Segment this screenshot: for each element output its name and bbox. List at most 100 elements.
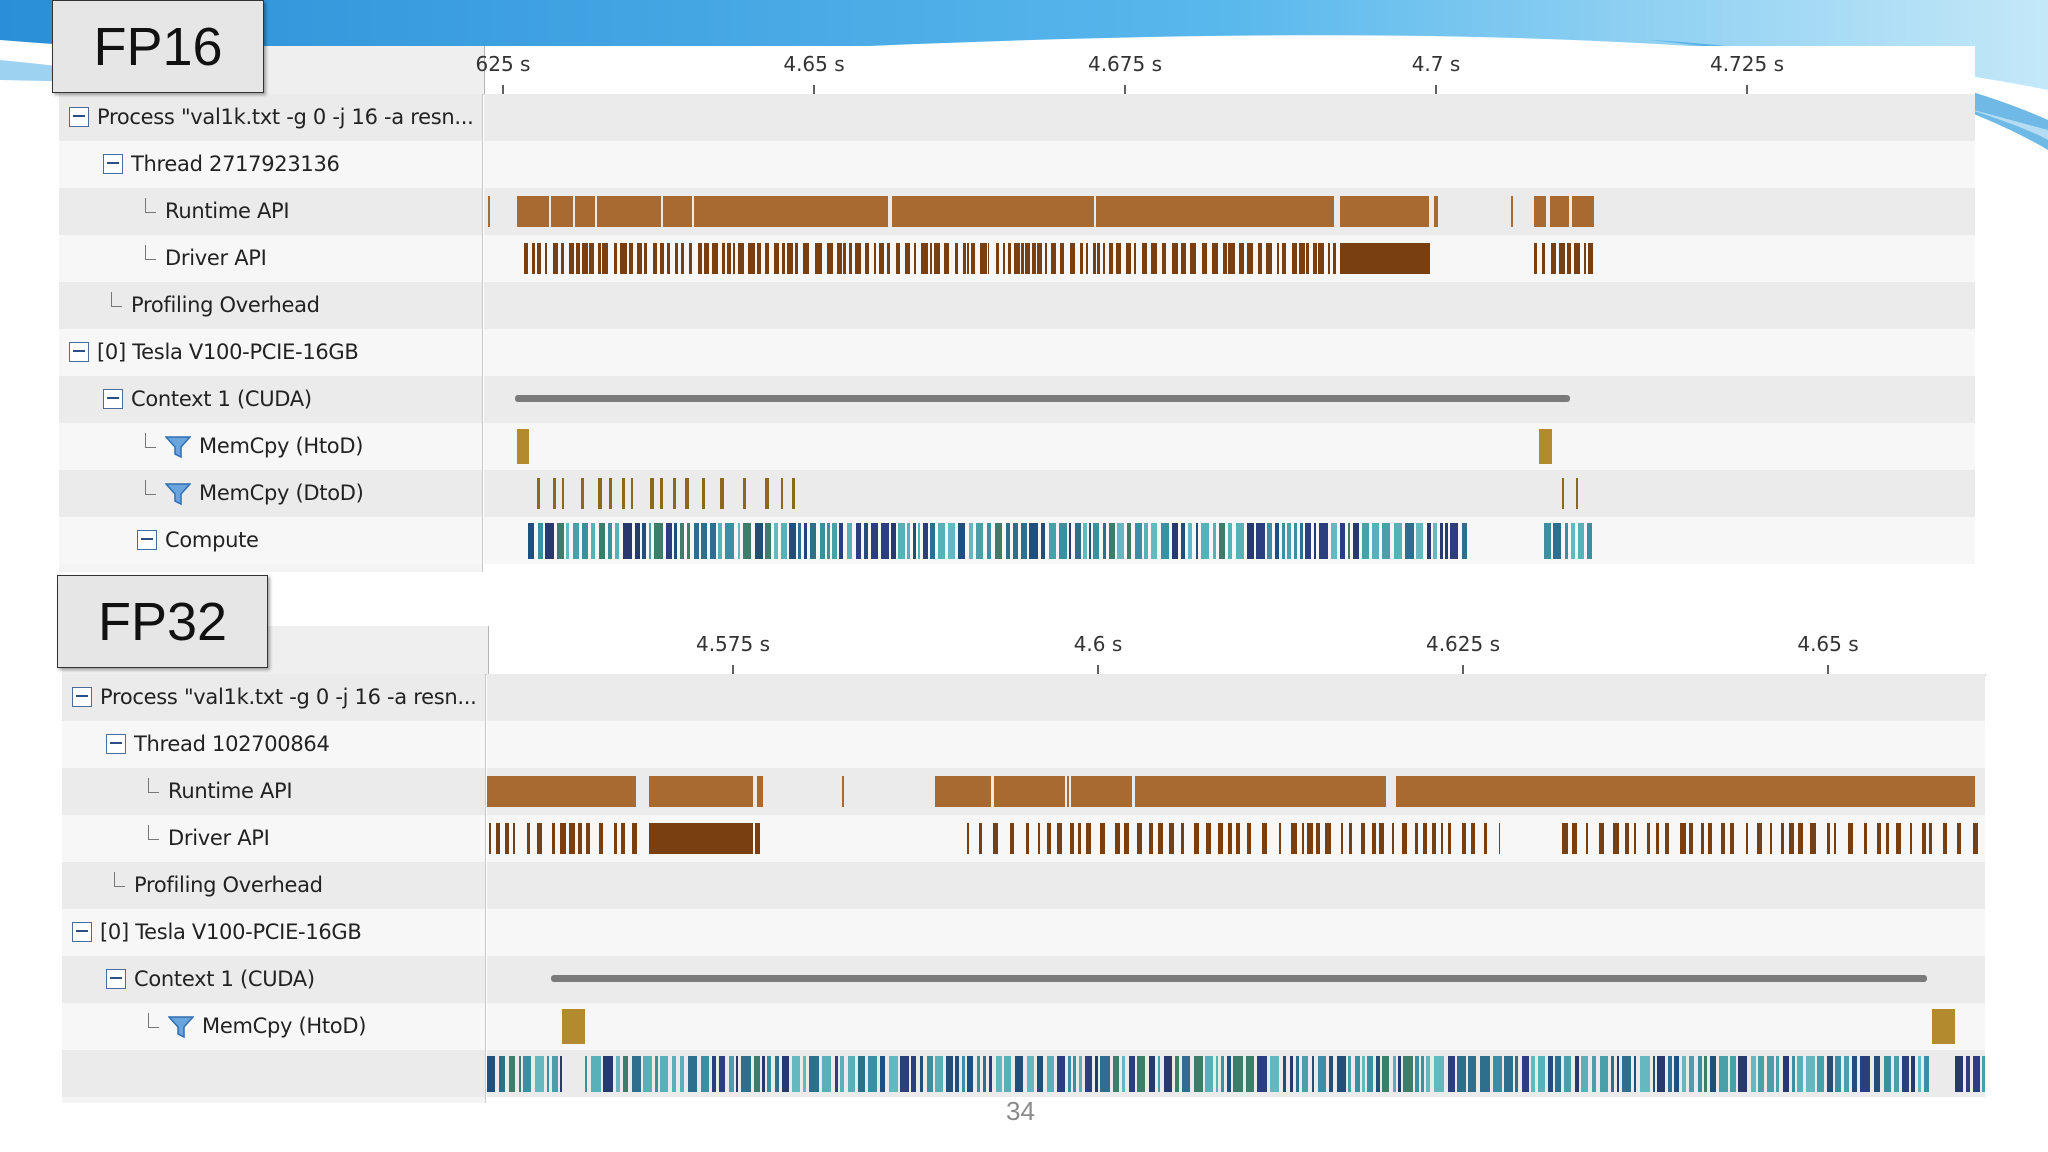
activity-bar[interactable] — [1550, 243, 1556, 274]
activity-bar[interactable] — [1257, 1056, 1267, 1092]
activity-bar[interactable] — [1788, 823, 1794, 854]
activity-bar[interactable] — [666, 523, 672, 559]
activity-bar[interactable] — [556, 523, 564, 559]
activity-bar[interactable] — [935, 776, 991, 807]
activity-bar[interactable] — [1068, 1056, 1071, 1092]
activity-bar[interactable] — [553, 478, 556, 509]
activity-bar[interactable] — [680, 1056, 685, 1092]
activity-bar[interactable] — [632, 823, 637, 854]
activity-bar[interactable] — [1227, 1056, 1231, 1092]
activity-bar[interactable] — [913, 523, 916, 559]
activity-bar[interactable] — [1221, 1056, 1224, 1092]
activity-bar[interactable] — [1069, 523, 1072, 559]
activity-bar[interactable] — [648, 523, 651, 559]
activity-bar[interactable] — [955, 1056, 959, 1092]
activity-bar[interactable] — [1349, 823, 1353, 854]
activity-bar[interactable] — [1922, 823, 1926, 854]
activity-bar[interactable] — [832, 523, 837, 559]
activity-bar[interactable] — [754, 1056, 760, 1092]
activity-bar[interactable] — [1193, 823, 1200, 854]
activity-bar[interactable] — [1572, 196, 1594, 227]
activity-bar[interactable] — [1541, 243, 1546, 274]
activity-bar[interactable] — [599, 823, 603, 854]
activity-bar[interactable] — [978, 823, 983, 854]
activity-bar[interactable] — [1468, 1056, 1477, 1092]
activity-bar[interactable] — [621, 478, 625, 509]
activity-bar[interactable] — [918, 523, 921, 559]
activity-bar[interactable] — [1141, 243, 1148, 274]
activity-bar[interactable] — [578, 823, 582, 854]
activity-bar[interactable] — [597, 196, 661, 227]
activity-bar[interactable] — [653, 243, 658, 274]
activity-bar[interactable] — [1587, 523, 1592, 559]
activity-bar[interactable] — [545, 523, 554, 559]
activity-bar[interactable] — [585, 823, 591, 854]
activity-bar[interactable] — [810, 523, 817, 559]
activity-bar[interactable] — [967, 1056, 974, 1092]
activity-bar[interactable] — [934, 243, 940, 274]
activity-bar[interactable] — [1084, 1056, 1092, 1092]
activity-bar[interactable] — [1566, 243, 1571, 274]
activity-bar[interactable] — [559, 823, 566, 854]
activity-bar[interactable] — [582, 243, 588, 274]
activity-bar[interactable] — [1171, 523, 1179, 559]
activity-bar[interactable] — [820, 523, 825, 559]
tree-row-memcpy-htod[interactable]: MemCpy (HtoD) — [59, 423, 482, 470]
tree-row-process-val1k-txt-g-0-j-16-a-resn[interactable]: Process "val1k.txt -g 0 -j 16 -a resn... — [62, 674, 485, 721]
activity-bar[interactable] — [1844, 1056, 1850, 1092]
activity-bar[interactable] — [1720, 823, 1725, 854]
activity-bar[interactable] — [1434, 196, 1438, 227]
activity-bar[interactable] — [1426, 523, 1431, 559]
collapse-toggle-icon[interactable] — [106, 734, 126, 754]
activity-bar[interactable] — [653, 523, 663, 559]
activity-bar[interactable] — [562, 478, 565, 509]
activity-bar[interactable] — [1562, 823, 1568, 854]
activity-bar[interactable] — [895, 243, 901, 274]
activity-bar[interactable] — [1893, 1056, 1900, 1092]
tree-row-memcpy-htod[interactable]: MemCpy (HtoD) — [62, 1003, 485, 1050]
activity-bar[interactable] — [1591, 1056, 1597, 1092]
activity-bar[interactable] — [488, 196, 490, 227]
activity-bar[interactable] — [1634, 1056, 1637, 1092]
activity-bar[interactable] — [1312, 243, 1317, 274]
activity-bar[interactable] — [921, 243, 928, 274]
activity-bar[interactable] — [1281, 523, 1285, 559]
activity-bar[interactable] — [871, 523, 878, 559]
activity-bar[interactable] — [1336, 1056, 1346, 1092]
tree-row-profiling-overhead[interactable]: Profiling Overhead — [62, 862, 485, 909]
activity-bar[interactable] — [634, 523, 640, 559]
activity-bar[interactable] — [1375, 1056, 1380, 1092]
activity-bar[interactable] — [1089, 523, 1092, 559]
activity-bar[interactable] — [1300, 523, 1303, 559]
activity-bar[interactable] — [1447, 1056, 1456, 1092]
activity-bar[interactable] — [701, 523, 707, 559]
activity-bar[interactable] — [566, 523, 570, 559]
activity-bar[interactable] — [930, 243, 933, 274]
activity-bar[interactable] — [1292, 243, 1298, 274]
activity-bar[interactable] — [528, 523, 535, 559]
activity-bar[interactable] — [1847, 823, 1854, 854]
activity-bar[interactable] — [1046, 823, 1051, 854]
activity-bar[interactable] — [1372, 523, 1379, 559]
activity-bar[interactable] — [1067, 776, 1069, 807]
activity-bar[interactable] — [1827, 1056, 1833, 1092]
activity-bar[interactable] — [1317, 1056, 1327, 1092]
activity-bar[interactable] — [1544, 523, 1552, 559]
activity-bar[interactable] — [1447, 823, 1451, 854]
activity-bar[interactable] — [1079, 243, 1083, 274]
activity-bar[interactable] — [1002, 243, 1006, 274]
activity-bar[interactable] — [765, 478, 770, 509]
activity-bar[interactable] — [868, 1056, 877, 1092]
activity-bar[interactable] — [1391, 823, 1395, 854]
activity-bar[interactable] — [1423, 823, 1427, 854]
activity-bar[interactable] — [1640, 1056, 1650, 1092]
tree-row-thread-102700864[interactable]: Thread 102700864 — [62, 721, 485, 768]
activity-bar[interactable] — [1136, 823, 1143, 854]
activity-bar[interactable] — [755, 823, 761, 854]
activity-bar[interactable] — [1348, 1056, 1352, 1092]
activity-bar[interactable] — [764, 243, 770, 274]
activity-bar[interactable] — [517, 429, 529, 464]
activity-bar[interactable] — [1680, 823, 1687, 854]
activity-bar[interactable] — [614, 523, 620, 559]
activity-bar[interactable] — [1402, 823, 1408, 854]
